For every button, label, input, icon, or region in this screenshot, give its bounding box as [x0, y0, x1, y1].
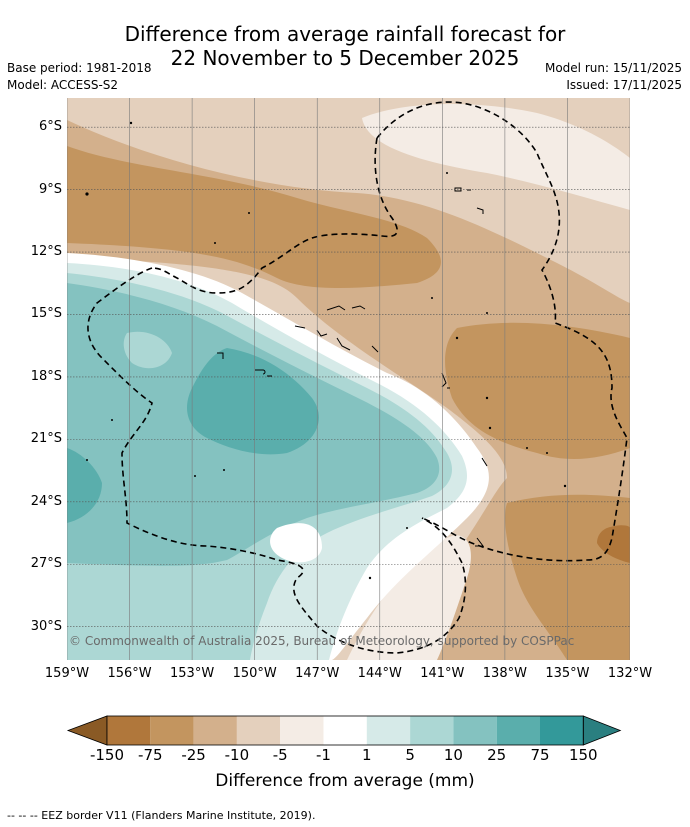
colorbar-segment: [410, 716, 454, 745]
colorbar: [66, 715, 622, 746]
eez-border-north: [376, 101, 628, 562]
band-minus5-minus1-north: [362, 103, 630, 210]
band-minus150-minus75: [597, 525, 630, 563]
band-plus25-plus75-west: [67, 448, 102, 523]
lat-label: 12°S: [30, 244, 62, 260]
lat-label: 30°S: [30, 618, 62, 634]
issued-date: Issued: 17/11/2025: [566, 78, 682, 92]
colorbar-segment: [107, 716, 151, 745]
meta-left: Base period: 1981-2018 Model: ACCESS-S2: [7, 60, 152, 94]
lat-label: 21°S: [30, 431, 62, 447]
colorbar-tick-label: 25: [487, 746, 507, 764]
map-title-line2: 22 November to 5 December 2025: [170, 46, 520, 70]
band-plus1-plus5-south: [270, 523, 322, 563]
lon-label: 138°W: [482, 666, 527, 681]
eez-legend: -- -- -- EEZ border V11 (Flanders Marine…: [7, 809, 316, 822]
colorbar-segment: [323, 716, 367, 745]
map-title-line1: Difference from average rainfall forecas…: [124, 22, 566, 46]
band-minus75-minus25-east: [445, 322, 630, 460]
colorbar-tick-label: -10: [224, 746, 250, 764]
lon-label: 153°W: [170, 666, 215, 681]
colorbar-tick-label: 10: [443, 746, 463, 764]
islands: [217, 187, 488, 547]
model-name: Model: ACCESS-S2: [7, 78, 119, 92]
eez-border-north-inner: [151, 137, 398, 294]
colorbar-segment: [496, 716, 540, 745]
colorbar-tick-label: -5: [272, 746, 288, 764]
band-minus5-minus1-south: [347, 535, 471, 660]
lon-label: 132°W: [607, 666, 653, 681]
colorbar-tick-label: -25: [181, 746, 206, 764]
colorbar-extend-high: [582, 715, 622, 746]
colorbar-segment: [540, 716, 584, 745]
lon-label: 156°W: [107, 666, 152, 681]
colorbar-segment: [150, 716, 194, 745]
colorbar-segment: [236, 716, 281, 745]
base-period: Base period: 1981-2018: [7, 61, 152, 75]
colorbar-tick-label: -75: [138, 746, 163, 764]
lat-label: 18°S: [30, 368, 62, 384]
lon-label: 141°W: [420, 666, 465, 681]
meta-right: Model run: 15/11/2025 Issued: 17/11/2025: [545, 60, 682, 94]
colorbar-tick-label: 150: [568, 746, 598, 764]
model-run: Model run: 15/11/2025: [544, 61, 682, 75]
lat-label: 9°S: [38, 181, 62, 197]
colorbar-outline: [106, 715, 584, 746]
lon-label: 150°W: [232, 666, 277, 681]
lat-label: 6°S: [38, 119, 62, 135]
island-dots: [85, 121, 567, 580]
colorbar-segment: [280, 716, 324, 745]
colorbar-tick-label: 75: [530, 746, 550, 764]
lon-label: 147°W: [295, 666, 340, 681]
colorbar-tick-label: -150: [89, 746, 125, 764]
graticule: [67, 98, 630, 660]
band-plus5-plus10-inner: [123, 331, 172, 369]
lon-label: 144°W: [357, 666, 402, 681]
colorbar-segment: [193, 716, 237, 745]
band-minus75-minus25-north: [67, 146, 441, 288]
lon-label: 135°W: [545, 666, 590, 681]
colorbar-tick-label: -1: [316, 746, 331, 764]
lat-label: 15°S: [30, 306, 62, 322]
colorbar-tick-label: 1: [362, 746, 372, 764]
colorbar-extend-low: [66, 715, 108, 746]
lat-label: 27°S: [30, 556, 62, 572]
colorbar-segment: [366, 716, 411, 745]
lat-label: 24°S: [30, 493, 62, 509]
map-title: Difference from average rainfall forecas…: [0, 22, 690, 70]
band-plus25-plus75: [187, 348, 319, 455]
rainfall-anomaly-map: [67, 98, 630, 660]
colorbar-tick-label: 5: [405, 746, 415, 764]
colorbar-segment: [453, 716, 497, 745]
eez-border-cook: [87, 267, 467, 654]
colorbar-title: Difference from average (mm): [215, 771, 475, 791]
copyright-notice: © Commonwealth of Australia 2025, Bureau…: [69, 634, 575, 648]
lon-label: 159°W: [44, 666, 90, 681]
